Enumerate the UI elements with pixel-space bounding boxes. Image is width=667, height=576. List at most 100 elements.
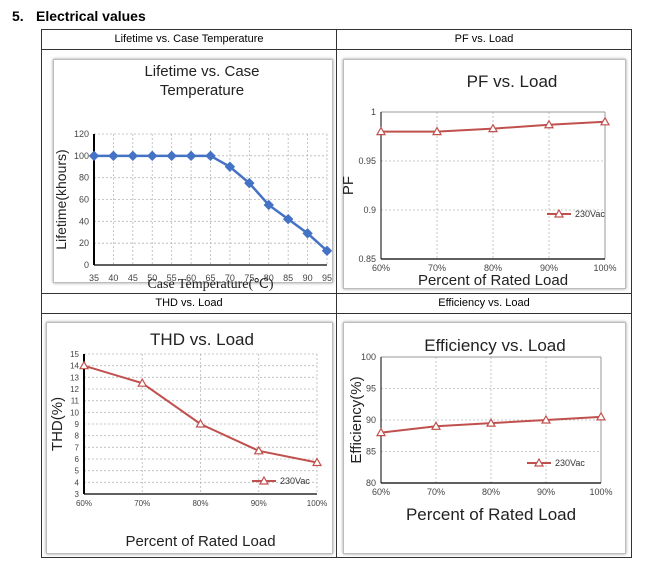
data-point [311,457,323,467]
section-title: Electrical values [36,8,146,24]
legend-marker [258,475,270,485]
chart-title: Lifetime vs. Case [144,63,259,80]
x-axis-label: Percent of Rated Load [406,505,576,524]
x-tick-label: 65 [205,273,215,283]
x-tick-label: 80% [482,487,500,497]
data-point [543,119,555,129]
x-tick-label: 90 [303,273,313,283]
data-point [78,360,90,370]
chart-cell-lifetime: 0 20 40 60 80 100 120 35 40 45 50 55 60 65 70 75 80 85 90 9… [41,49,337,294]
data-point [244,177,255,189]
legend-label: 230Vac [280,476,310,486]
data-point [321,245,333,257]
x-tick-label: 55 [167,273,177,283]
x-tick-label: 90% [251,499,267,508]
data-point [375,427,387,437]
legend-label: 230Vac [575,209,605,219]
y-tick-label: 12 [70,385,79,394]
cell-header-lifetime: Lifetime vs. Case Temperature [41,29,337,50]
pf-chart: 0.85 0.9 0.95 1 60% 70% 80% 90% 100% PF vs. Load P… [340,72,617,289]
y-tick-label: 80 [79,173,89,183]
x-tick-label: 60% [372,263,390,273]
y-tick-label: 8 [75,432,80,441]
y-tick-label: 0.9 [363,205,376,215]
data-point [127,150,139,162]
data-point [599,116,611,126]
data-point [253,445,264,455]
y-tick-label: 6 [75,455,80,464]
y-tick-label: 80 [366,478,376,488]
x-tick-label: 70% [428,263,446,273]
cell-header-pf: PF vs. Load [336,29,632,50]
y-tick-label: 9 [75,420,80,429]
y-tick-label: 40 [79,216,89,226]
y-tick-label: 10 [70,408,79,417]
x-tick-label: 60% [372,487,390,497]
y-tick-label: 0.85 [358,254,376,264]
y-tick-label: 5 [75,467,80,476]
x-tick-label: 95 [322,273,332,283]
x-tick-label: 70% [427,487,445,497]
y-tick-label: 11 [71,397,80,406]
data-point [282,213,294,225]
chart-cell-pf: 0.85 0.9 0.95 1 60% 70% 80% 90% 100% PF vs. Load P… [336,49,632,294]
y-axis-label: THD(%) [49,397,66,451]
data-point [147,150,158,162]
data-point [485,417,497,427]
data-point [185,150,197,162]
x-tick-label: 35 [89,273,99,283]
x-tick-label: 70% [134,499,150,508]
x-tick-label: 90% [537,487,555,497]
x-tick-label: 80% [484,263,502,273]
chart-title: Temperature [160,82,244,99]
y-tick-label: 100 [74,151,89,161]
x-tick-label: 100% [593,263,616,273]
x-tick-label: 60 [186,273,196,283]
legend-marker [533,457,545,467]
y-axis-label: Lifetime(khours) [53,149,69,249]
chart-title: THD vs. Load [150,330,254,349]
y-tick-label: 0.95 [358,156,376,166]
y-tick-label: 20 [79,238,89,248]
y-tick-label: 120 [74,129,89,139]
y-tick-label: 95 [366,384,376,394]
chart-frame [53,59,333,283]
y-tick-label: 13 [70,373,79,382]
data-point [88,150,100,162]
y-axis-label: Efficiency(%) [348,376,365,463]
y-tick-label: 15 [70,350,79,359]
chart-title: PF vs. Load [467,72,558,91]
section-heading: 5. Electrical values [12,8,146,24]
lifetime-chart: 0 20 40 60 80 100 120 35 40 45 50 55 60 65 70 75 80 85 90 9… [53,63,333,292]
chart-frame [343,59,626,289]
y-tick-label: 100 [361,352,376,362]
y-tick-label: 7 [75,443,80,452]
chart-frame [46,322,333,554]
efficiency-chart: 80 85 90 95 100 60% 70% 80% 90% 100% Efficiency vs… [348,336,613,524]
electrical-values-table: Lifetime vs. Case Temperature PF vs. Loa… [41,29,632,558]
data-point [595,411,607,421]
y-tick-label: 60 [79,195,89,205]
chart-cell-thd: 3 4 5 6 7 8 9 10 11 12 13 14 15 60% 70% 80% 90% 100% THD v… [41,313,337,558]
chart-cell-efficiency: 80 85 90 95 100 60% 70% 80% 90% 100% Efficiency vs… [336,313,632,558]
cell-header-efficiency: Efficiency vs. Load [336,293,632,314]
x-tick-label: 100% [307,499,327,508]
y-tick-label: 14 [70,362,79,371]
data-point [137,377,148,387]
x-tick-label: 50 [147,273,157,283]
data-point [108,150,119,162]
data-point [540,414,552,424]
x-axis-label: Percent of Rated Load [418,272,568,289]
data-point [430,421,442,430]
x-tick-label: 80% [192,499,208,508]
x-tick-label: 60% [76,499,92,508]
y-tick-label: 3 [75,490,80,499]
y-tick-label: 1 [371,107,376,117]
x-axis-label: Percent of Rated Load [125,533,275,550]
x-tick-label: 75 [244,273,254,283]
data-point [195,418,206,428]
data-point [431,126,443,136]
data-point [224,161,236,172]
cell-header-thd: THD vs. Load [41,293,337,314]
x-tick-label: 100% [589,487,612,497]
